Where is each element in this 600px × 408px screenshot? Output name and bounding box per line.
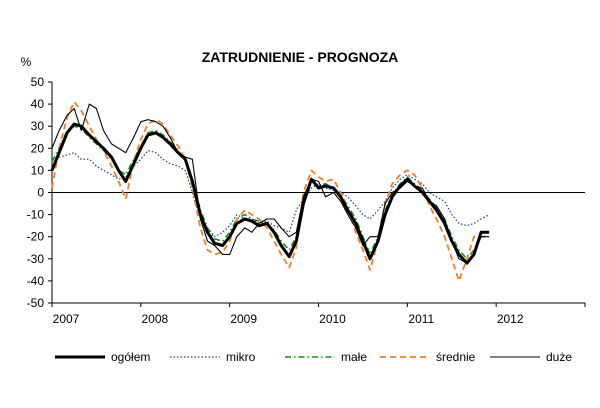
legend-label: małe — [341, 350, 367, 364]
y-tick-label: -40 — [27, 274, 45, 288]
y-tick-label: 20 — [31, 141, 45, 155]
x-tick-label: 2012 — [497, 312, 524, 326]
legend: ogółem mikro małe średnie duże — [55, 350, 572, 364]
y-tick-label: 50 — [31, 75, 45, 89]
y-tick-label: -10 — [27, 208, 45, 222]
x-tick-label: 2010 — [319, 312, 346, 326]
legend-label: ogółem — [111, 350, 150, 364]
series-line-4 — [51, 103, 490, 264]
series-layer — [50, 101, 490, 282]
legend-label: mikro — [226, 350, 256, 364]
y-tick-label: 0 — [37, 186, 44, 200]
y-tick-label: -50 — [27, 296, 45, 310]
series-line-3 — [51, 101, 490, 282]
series-line-0 — [50, 122, 490, 265]
legend-label: średnie — [436, 350, 476, 364]
y-tick-label: 30 — [31, 119, 45, 133]
y-tick-label: 10 — [31, 163, 45, 177]
x-tick-label: 2008 — [141, 312, 168, 326]
y-tick-label: 40 — [31, 97, 45, 111]
y-tick-label: -20 — [27, 230, 45, 244]
x-tick-label: 2011 — [408, 312, 434, 326]
y-tick-label: -30 — [27, 252, 45, 266]
legend-label: duże — [546, 350, 572, 364]
x-tick-label: 2009 — [230, 312, 257, 326]
y-axis-label: % — [21, 55, 32, 69]
x-tick-label: 2007 — [53, 312, 80, 326]
chart-title: ZATRUDNIENIE - PROGNOZA — [202, 49, 399, 65]
